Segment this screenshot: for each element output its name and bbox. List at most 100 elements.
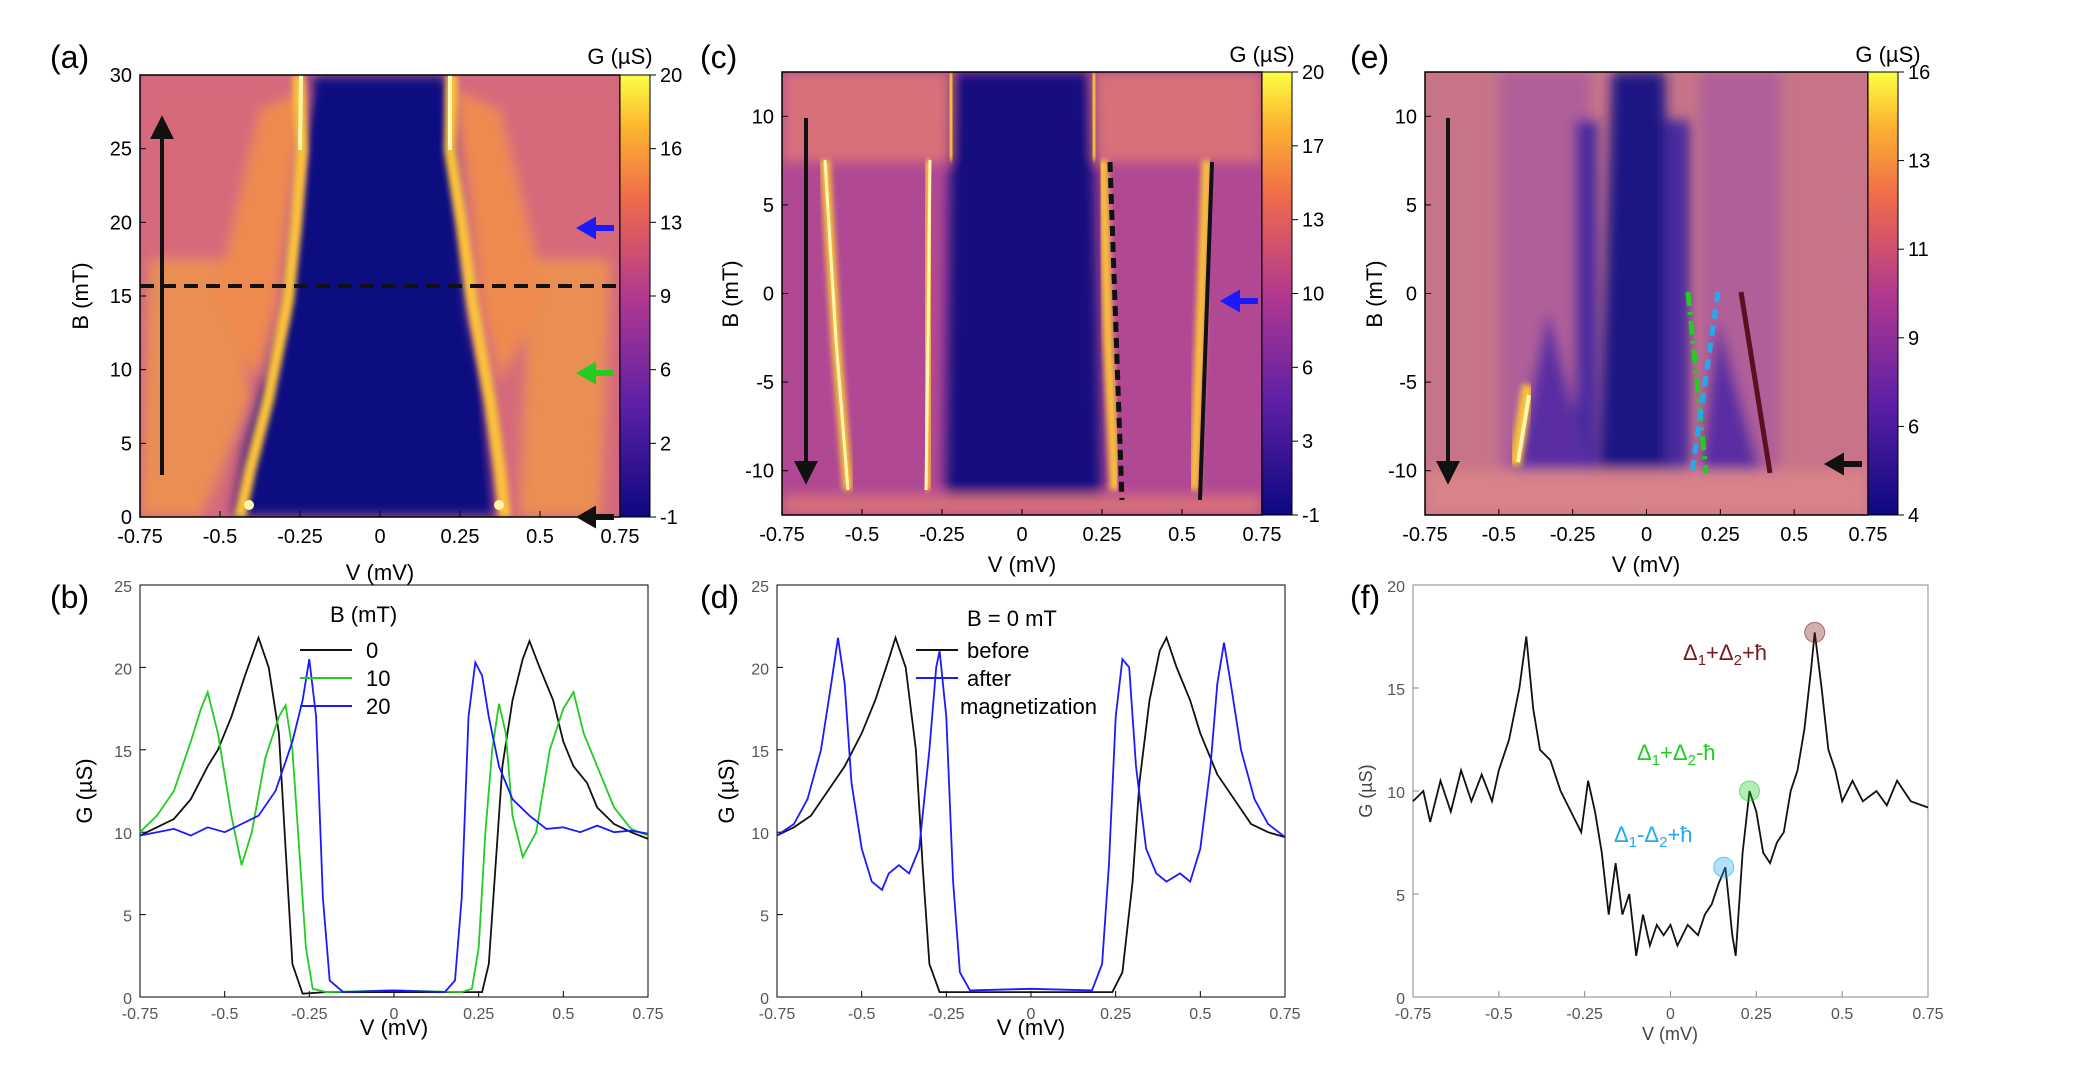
legend-label-d-1: after <box>967 666 1011 691</box>
colorbar-tick-label: 3 <box>1302 431 1313 453</box>
green-arrow-marker <box>575 361 614 385</box>
colorbar-tick-label: 6 <box>1908 416 1919 438</box>
lines-d <box>776 634 1286 993</box>
plot-frame-b <box>139 584 649 998</box>
x-tick-label: 0 <box>1666 1006 1675 1023</box>
brown-solid-guide <box>1738 291 1773 474</box>
series-line-2 <box>139 659 649 994</box>
xlabel-b: V (mV) <box>360 1015 428 1040</box>
series-line-1 <box>139 689 649 994</box>
y-tick-label: 20 <box>110 212 132 234</box>
panel-label-d: (d) <box>700 579 739 615</box>
colorbar-tick-label: 11 <box>1908 239 1929 261</box>
colorbar-e <box>1867 71 1899 516</box>
series-line-1 <box>776 637 1286 992</box>
y-tick-label: 5 <box>1396 888 1405 905</box>
black-arrow-marker-e <box>1823 452 1862 476</box>
panel-b: (b) -0.75 -0.5 -0.25 0 0.25 0.5 0.75 0 5 10 15 20 25… <box>50 579 664 1040</box>
y-tick-label: 15 <box>1387 682 1405 699</box>
panel-label-e: (e) <box>1350 39 1389 75</box>
colorbar-tick-label: 13 <box>1908 151 1930 173</box>
y-tick-label: 0 <box>1396 991 1405 1008</box>
y-tick-label: 10 <box>114 826 132 843</box>
legend-label-d-0: before <box>967 638 1029 663</box>
axes-e: -0.75 -0.5 -0.25 0 0.25 0.5 0.75 -10 -5 0 5 10 <box>1388 106 1887 546</box>
y-tick-label: 10 <box>751 826 769 843</box>
anno-label-cyan: Δ1-Δ2+ħ <box>1614 822 1693 851</box>
lines-b <box>139 634 649 995</box>
colorbar-tick-label: 20 <box>1302 62 1324 84</box>
y-tick-label: 20 <box>114 661 132 678</box>
axes-d: -0.75 -0.5 -0.25 0 0.25 0.5 0.75 0 5 10 15 20 25 <box>751 579 1300 1023</box>
x-tick-label: -0.25 <box>277 526 323 548</box>
heatmap-a <box>140 75 620 517</box>
colorbar-tick-label: -1 <box>660 507 678 529</box>
x-tick-label: -0.5 <box>845 524 879 546</box>
cyan-dashed-guide <box>1689 291 1721 474</box>
y-tick-label: 25 <box>751 579 769 596</box>
legend-magnetization: magnetization <box>960 694 1097 719</box>
x-tick-label: 0.75 <box>601 526 640 548</box>
x-tick-label: -0.5 <box>1482 524 1516 546</box>
legend-label-b-0: 0 <box>366 638 378 663</box>
black-arrow-marker <box>575 505 614 529</box>
annotation-cyan: Δ1-Δ2+ħ <box>1614 822 1693 851</box>
x-tick-label: -0.25 <box>1566 1006 1603 1023</box>
x-tick-label: -0.75 <box>1402 524 1448 546</box>
x-tick-label: 0.75 <box>632 1006 663 1023</box>
y-tick-label: 5 <box>760 909 769 926</box>
x-tick-label: 0.5 <box>552 1006 574 1023</box>
x-tick-label: 0.75 <box>1849 524 1888 546</box>
x-tick-label: -0.25 <box>919 524 965 546</box>
x-tick-label: 0.5 <box>1189 1006 1211 1023</box>
legend-title-d: B = 0 mT <box>967 606 1057 631</box>
panel-a: (a) -0.75 -0.5 -0.25 0 0.25 0.5 0.75 0 5 10 15 20 25… <box>50 39 682 585</box>
colorbar-tick-label: 16 <box>1908 62 1930 84</box>
x-tick-label: 0 <box>390 1006 399 1023</box>
panel-c: (c) -0.75 -0.5 -0.25 0 0.25 0.5 0.75-10-50510 … <box>700 39 1324 577</box>
y-tick-label: 10 <box>110 360 132 382</box>
y-tick-label: 25 <box>114 579 132 596</box>
x-tick-label: 0.5 <box>526 526 554 548</box>
colorbar-tick-label: 9 <box>1908 328 1919 350</box>
y-tick-label: 5 <box>123 909 132 926</box>
x-tick-label: 0 <box>1016 524 1027 546</box>
x-tick-label: -0.75 <box>1395 1006 1432 1023</box>
colorbar-tick-label: 4 <box>1908 505 1919 527</box>
y-tick-label: 15 <box>751 744 769 761</box>
x-tick-label: -0.75 <box>117 526 163 548</box>
colorbar-tick-label: 20 <box>660 65 682 87</box>
legend-title-b: B (mT) <box>330 602 397 627</box>
x-tick-label: 0.75 <box>1912 1006 1943 1023</box>
x-tick-label: -0.25 <box>291 1006 328 1023</box>
colorbar-tick-label: 13 <box>1302 210 1324 232</box>
y-tick-label: 0 <box>763 284 774 306</box>
ylabel-e: B (mT) <box>1362 260 1387 327</box>
x-tick-label: -0.75 <box>759 1006 796 1023</box>
xlabel-e: V (mV) <box>1612 552 1680 577</box>
y-tick-label: 0 <box>123 991 132 1008</box>
x-tick-label: 0.25 <box>1083 524 1122 546</box>
x-tick-label: 0.25 <box>1100 1006 1131 1023</box>
x-tick-label: 0 <box>374 526 385 548</box>
xlabel-c: V (mV) <box>988 552 1056 577</box>
colorbar-label-c: G (µS) <box>1229 42 1294 67</box>
ylabel-b: G (µS) <box>72 758 97 823</box>
y-tick-label: 0 <box>121 507 132 529</box>
x-tick-label: -0.5 <box>211 1006 239 1023</box>
colorbar-tick-label: 6 <box>1302 357 1313 379</box>
anno-label-brown: Δ1+Δ2+ħ <box>1683 640 1767 669</box>
y-tick-label: 5 <box>1406 195 1417 217</box>
y-tick-label: 10 <box>1387 785 1405 802</box>
ylabel-f: G (µS) <box>1356 764 1376 817</box>
x-tick-label: 0.25 <box>1741 1006 1772 1023</box>
x-tick-label: -0.5 <box>1485 1006 1513 1023</box>
x-tick-label: 0.5 <box>1831 1006 1853 1023</box>
y-tick-label: 15 <box>110 286 132 308</box>
colorbar-label-e: G (µS) <box>1855 42 1920 67</box>
ylabel-d: G (µS) <box>714 758 739 823</box>
x-tick-label: -0.25 <box>1550 524 1596 546</box>
x-tick-label: 0.75 <box>1243 524 1282 546</box>
colorbar-tick-label: 13 <box>660 212 682 234</box>
blue-arrow-marker-c <box>1219 289 1258 313</box>
